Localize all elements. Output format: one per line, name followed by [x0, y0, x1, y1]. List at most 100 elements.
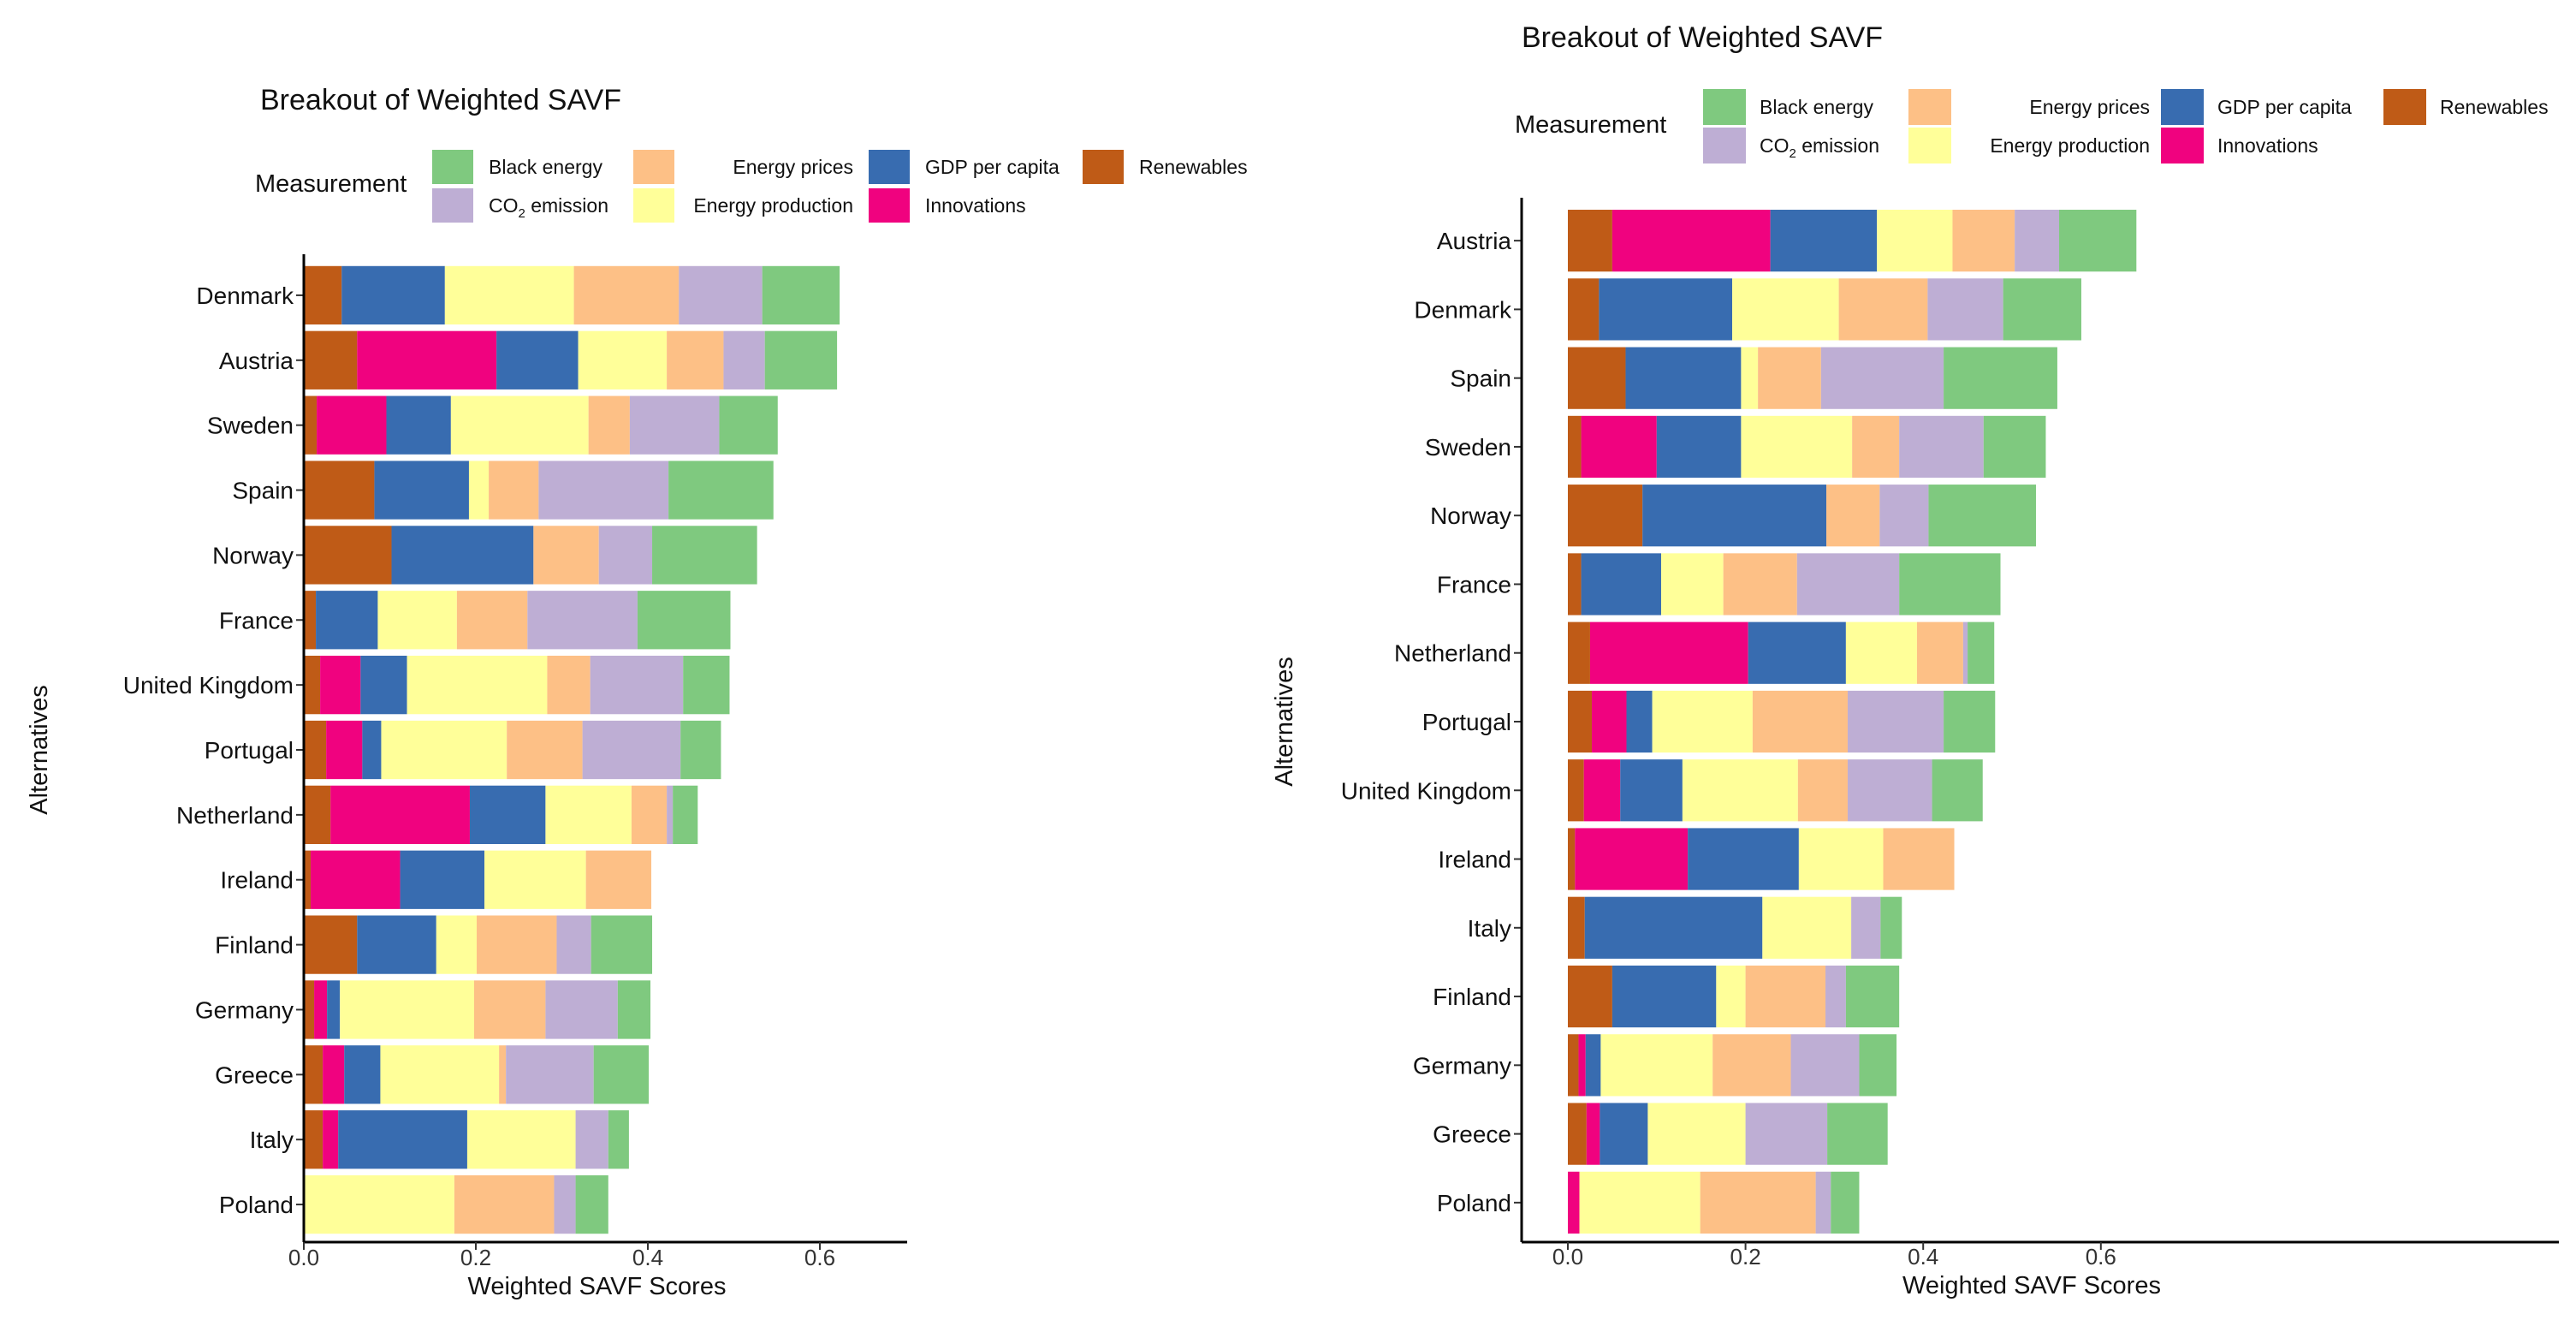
legend-label-black-energy: Black energy [1760, 96, 1873, 118]
bar-germany-gdp-per-capita [1585, 1034, 1601, 1097]
bar-united-kingdom-innovations [320, 655, 361, 715]
legend-swatch-black-energy [432, 150, 473, 184]
category-label-denmark: Denmark [1414, 296, 1512, 323]
bar-greece-renewables [304, 1045, 323, 1104]
legend-swatch-renewables [2383, 89, 2426, 125]
bar-austria-energy-prices [667, 330, 724, 389]
bar-united-kingdom-energy-production [1682, 759, 1798, 822]
bar-germany-innovations [314, 980, 328, 1039]
bar-denmark-gdp-per-capita [1599, 278, 1733, 341]
chart-title: Breakout of Weighted SAVF [260, 84, 621, 116]
bar-spain-black-energy [1944, 347, 2057, 409]
bar-ireland-energy-prices [585, 850, 652, 909]
legend-swatch-gdp-per-capita [869, 150, 910, 184]
category-label-greece: Greece [1433, 1121, 1511, 1148]
bar-norway-renewables [1568, 485, 1643, 547]
bar-germany-black-energy [617, 980, 651, 1039]
bar-spain-energy-production [468, 461, 490, 520]
bar-germany-renewables [1568, 1034, 1579, 1097]
category-label-france: France [1437, 571, 1511, 598]
bar-france-energy-production [377, 591, 457, 650]
bar-finland-black-energy [591, 915, 653, 974]
bar-austria-innovations [357, 330, 497, 389]
bar-portugal-black-energy [1944, 690, 1996, 753]
bar-spain-renewables [304, 461, 375, 520]
bar-portugal-energy-prices [507, 720, 583, 780]
bar-germany-innovations [1578, 1034, 1586, 1097]
legend-swatch-co2-emission [1703, 128, 1746, 164]
x-tick-label: 0.0 [1552, 1244, 1583, 1270]
category-label-norway: Norway [1430, 502, 1511, 529]
category-label-ireland: Ireland [1438, 847, 1511, 873]
legend-swatch-gdp-per-capita [2161, 89, 2204, 125]
bar-italy-black-energy [608, 1110, 629, 1169]
bar-poland-energy-production [1579, 1171, 1701, 1234]
legend-label-energy-production: Energy production [1990, 134, 2150, 157]
bar-germany-energy-prices [1712, 1034, 1791, 1097]
bar-united-kingdom-renewables [1568, 759, 1584, 822]
bar-spain-energy-prices [1758, 347, 1821, 409]
bar-germany-co2-emission [1790, 1034, 1860, 1097]
bar-netherland-renewables [1568, 621, 1590, 684]
bar-italy-energy-production [1762, 896, 1852, 959]
category-label-norway: Norway [212, 542, 294, 568]
bar-finland-gdp-per-capita [1611, 965, 1717, 1028]
bar-italy-black-energy [1880, 896, 1902, 959]
bar-finland-energy-production [1716, 965, 1746, 1028]
legend-swatch-energy-prices [633, 150, 674, 184]
bar-portugal-renewables [304, 720, 327, 780]
bar-sweden-black-energy [719, 395, 778, 455]
legend-label-energy-production: Energy production [693, 194, 853, 217]
bar-netherland-gdp-per-capita [1748, 621, 1846, 684]
bar-ireland-innovations [311, 850, 401, 909]
bar-sweden-innovations [317, 395, 387, 455]
bar-spain-black-energy [668, 461, 774, 520]
legend-swatch-black-energy [1703, 89, 1746, 125]
bar-germany-black-energy [1859, 1034, 1897, 1097]
bar-netherland-co2-emission [1962, 621, 1968, 684]
bar-greece-energy-production [380, 1045, 500, 1104]
bar-sweden-innovations [1581, 415, 1657, 479]
bar-netherland-co2-emission [667, 785, 674, 845]
bar-greece-black-energy [593, 1045, 650, 1104]
bar-france-energy-prices [1723, 553, 1797, 615]
legend-label-gdp-per-capita: GDP per capita [925, 156, 1059, 178]
bar-norway-black-energy [652, 526, 757, 585]
bar-finland-energy-prices [477, 915, 557, 974]
category-label-austria: Austria [1437, 228, 1512, 254]
category-label-austria: Austria [219, 348, 294, 374]
bar-denmark-energy-production [1732, 278, 1839, 341]
bar-greece-gdp-per-capita [1600, 1103, 1648, 1165]
bar-poland-black-energy [575, 1174, 608, 1234]
bar-greece-energy-prices [499, 1045, 507, 1104]
x-tick-label: 0.2 [1730, 1244, 1761, 1270]
bar-spain-renewables [1568, 347, 1626, 409]
x-tick-label: 0.6 [2086, 1244, 2116, 1270]
bar-germany-energy-prices [473, 980, 546, 1039]
chart-panel-right: Breakout of Weighted SAVF Measurement Blac… [1271, 21, 2559, 1299]
bar-netherland-energy-prices [631, 785, 668, 845]
bar-united-kingdom-co2-emission [590, 655, 684, 715]
bar-finland-energy-prices [1745, 965, 1826, 1028]
bar-italy-co2-emission [1851, 896, 1881, 959]
bar-portugal-energy-prices [1752, 690, 1848, 753]
bar-portugal-black-energy [680, 720, 721, 780]
bar-finland-renewables [1568, 965, 1612, 1028]
y-axis-title: Alternatives [26, 685, 53, 815]
legend-label-renewables: Renewables [1139, 156, 1248, 178]
bar-sweden-energy-production [1741, 415, 1853, 479]
bar-sweden-renewables [1568, 415, 1582, 479]
bar-ireland-energy-production [1798, 828, 1884, 890]
bar-united-kingdom-black-energy [683, 655, 730, 715]
bar-austria-gdp-per-capita [1770, 210, 1878, 272]
bar-netherland-energy-production [1845, 621, 1917, 684]
bar-poland-co2-emission [554, 1174, 576, 1234]
category-label-spain: Spain [232, 478, 294, 504]
category-label-sweden: Sweden [207, 413, 294, 439]
legend-swatch-renewables [1083, 150, 1124, 184]
bar-poland-energy-prices [1700, 1171, 1816, 1234]
bar-austria-renewables [304, 330, 358, 389]
bar-ireland-energy-production [484, 850, 586, 909]
chart-title: Breakout of Weighted SAVF [1522, 21, 1883, 54]
